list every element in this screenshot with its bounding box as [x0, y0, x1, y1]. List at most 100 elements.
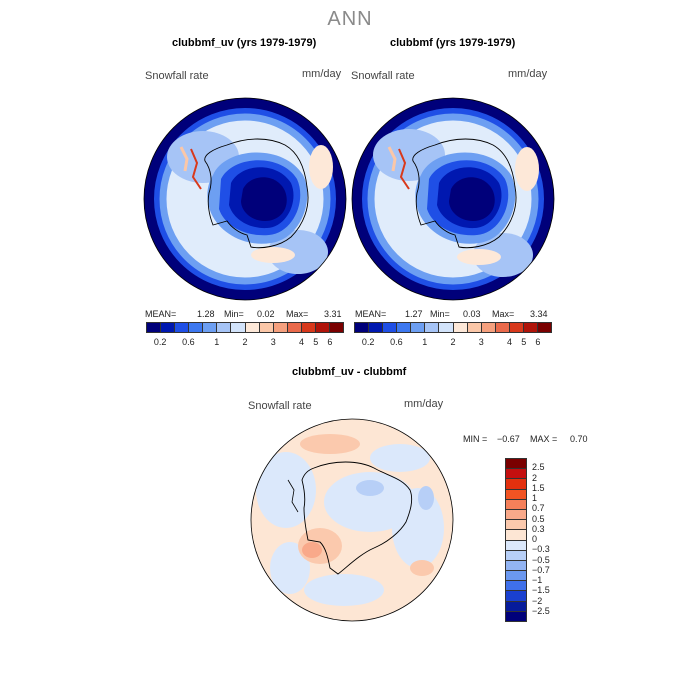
colorbar-tick-label: 0.6 [182, 337, 195, 347]
colorbar-swatch [506, 479, 526, 490]
colorbar-tick-label: 4 [299, 337, 305, 347]
colorbar-tick-label: 3 [478, 337, 484, 347]
right-max-label: Max= [492, 309, 515, 319]
diff-units-label: mm/day [404, 398, 444, 410]
colorbar-swatch [453, 323, 468, 332]
left-min-label: Min= [224, 309, 244, 319]
colorbar-swatch [506, 530, 526, 541]
diff-min-value: −0.67 [497, 434, 520, 444]
diff-colorbar [505, 458, 527, 622]
diff-min-label: MIN = [463, 434, 488, 444]
colorbar-tick-label: −0.3 [532, 544, 550, 555]
colorbar-tick-label: 1 [422, 337, 428, 347]
colorbar-swatch [425, 323, 440, 332]
left-map [143, 97, 347, 301]
right-colorbar [354, 322, 552, 333]
colorbar-tick-label: 0.7 [532, 503, 545, 514]
colorbar-tick-label: 1 [532, 493, 538, 503]
right-min-label: Min= [430, 309, 450, 319]
colorbar-tick-label: −0.5 [532, 554, 550, 565]
diff-map [250, 418, 454, 622]
colorbar-swatch [506, 459, 526, 470]
colorbar-swatch [506, 591, 526, 602]
colorbar-tick-label: 5 [521, 337, 527, 347]
colorbar-tick-label: 2 [532, 472, 538, 483]
colorbar-tick-label: 2 [242, 337, 248, 347]
colorbar-swatch [161, 323, 176, 332]
colorbar-swatch [506, 509, 526, 521]
colorbar-swatch [287, 323, 302, 332]
right-max-value: 3.34 [530, 309, 548, 319]
colorbar-tick-label: 1.5 [532, 482, 545, 493]
left-panel-title: clubbmf_uv (yrs 1979-1979) [172, 37, 317, 49]
colorbar-swatch [397, 323, 412, 332]
colorbar-swatch [481, 323, 496, 332]
right-min-value: 0.03 [463, 309, 481, 319]
left-min-value: 0.02 [257, 309, 275, 319]
colorbar-swatch [217, 323, 232, 332]
colorbar-swatch [330, 323, 344, 332]
colorbar-swatch [506, 550, 526, 561]
colorbar-swatch [467, 323, 482, 332]
colorbar-swatch [355, 323, 370, 332]
colorbar-swatch [231, 323, 246, 332]
colorbar-tick-label: 0.2 [153, 337, 167, 347]
colorbar-swatch [506, 581, 526, 592]
colorbar-swatch [259, 323, 274, 332]
colorbar-swatch [175, 323, 190, 332]
right-field-label: Snowfall rate [351, 70, 415, 82]
colorbar-swatch [523, 323, 539, 332]
left-colorbar [146, 322, 344, 333]
colorbar-tick-label: 3 [270, 337, 276, 347]
right-mean-value: 1.27 [405, 309, 423, 319]
diff-panel-title: clubbmf_uv - clubbmf [292, 366, 407, 378]
left-mean-value: 1.28 [197, 309, 215, 319]
colorbar-swatch [495, 323, 510, 332]
colorbar-tick-label: 5 [313, 337, 319, 347]
colorbar-tick-label: −1.5 [532, 585, 550, 596]
colorbar-tick-label: 1 [214, 337, 220, 347]
colorbar-swatch [411, 323, 426, 332]
colorbar-tick-label: −2.5 [532, 605, 550, 616]
colorbar-tick-label: 2.5 [532, 462, 545, 473]
right-map [351, 97, 555, 301]
colorbar-tick-label: 0.3 [532, 523, 545, 534]
colorbar-swatch [506, 571, 526, 582]
colorbar-tick-label: 0.5 [532, 513, 545, 524]
colorbar-swatch [506, 469, 526, 480]
colorbar-tick-label: 4 [507, 337, 513, 347]
left-field-label: Snowfall rate [145, 70, 209, 82]
colorbar-swatch [383, 323, 398, 332]
colorbar-tick-label: 6 [327, 337, 333, 347]
colorbar-tick-label: 0 [532, 534, 538, 544]
colorbar-tick-label: −2 [532, 595, 543, 606]
diff-field-label: Snowfall rate [248, 400, 312, 412]
colorbar-swatch [245, 323, 260, 332]
right-units-label: mm/day [508, 68, 548, 80]
diff-max-value: 0.70 [570, 434, 588, 444]
right-mean-label: MEAN= [355, 309, 387, 319]
left-units-label: mm/day [302, 68, 342, 80]
right-panel-title: clubbmf (yrs 1979-1979) [390, 37, 516, 49]
colorbar-tick-label: 2 [450, 337, 456, 347]
colorbar-swatch [506, 520, 526, 531]
left-max-value: 3.31 [324, 309, 342, 319]
colorbar-swatch [538, 323, 552, 332]
colorbar-swatch [509, 323, 524, 332]
colorbar-tick-label: 0.2 [361, 337, 375, 347]
colorbar-swatch [147, 323, 162, 332]
colorbar-tick-label: 0.6 [390, 337, 403, 347]
colorbar-swatch [506, 611, 526, 621]
left-max-label: Max= [286, 309, 309, 319]
colorbar-tick-label: 6 [535, 337, 541, 347]
colorbar-swatch [506, 489, 526, 500]
colorbar-swatch [369, 323, 384, 332]
colorbar-swatch [203, 323, 218, 332]
colorbar-swatch [506, 560, 526, 572]
colorbar-tick-label: −0.7 [532, 564, 550, 575]
diff-max-label: MAX = [530, 434, 558, 444]
colorbar-swatch [506, 601, 526, 612]
colorbar-swatch [439, 323, 454, 332]
season-title: ANN [327, 8, 373, 30]
colorbar-tick-label: −1 [532, 575, 543, 585]
